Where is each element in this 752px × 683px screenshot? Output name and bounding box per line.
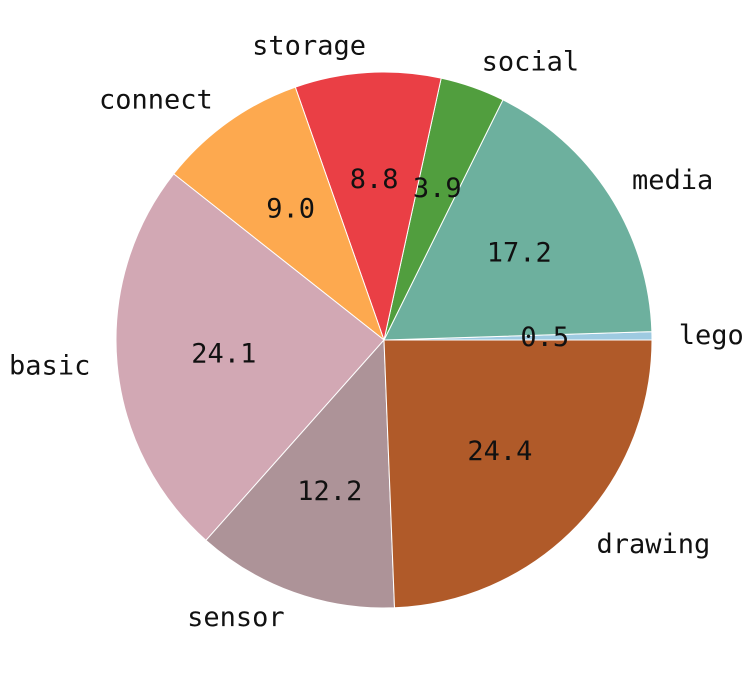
category-label-media: media <box>632 165 713 196</box>
value-label-connect: 9.0 <box>266 194 315 225</box>
slice-sensor <box>205 338 396 609</box>
category-label-sensor: sensor <box>187 602 285 633</box>
value-labels: 0.5 17.2 3.9 8.8 9.0 24.1 12.2 24.4 <box>191 164 569 507</box>
slice-storage <box>294 71 442 342</box>
category-labels: lego media social storage connect basic sensor… <box>9 30 744 633</box>
value-label-basic: 24.1 <box>191 339 256 370</box>
value-label-storage: 8.8 <box>350 164 399 195</box>
category-label-drawing: drawing <box>597 529 711 560</box>
pie-slices <box>115 71 653 609</box>
value-label-sensor: 12.2 <box>297 476 362 507</box>
value-label-social: 3.9 <box>413 173 462 204</box>
value-label-media: 17.2 <box>487 238 552 269</box>
category-label-storage: storage <box>252 30 366 61</box>
slice-connect <box>172 86 386 342</box>
value-label-lego: 0.5 <box>520 322 569 353</box>
category-label-connect: connect <box>99 85 213 116</box>
slice-basic <box>115 173 385 542</box>
category-label-social: social <box>482 46 580 77</box>
slice-drawing <box>383 339 653 609</box>
category-label-lego: lego <box>679 320 744 351</box>
slice-media <box>383 99 653 341</box>
value-label-drawing: 24.4 <box>467 436 532 467</box>
category-label-basic: basic <box>9 350 90 381</box>
